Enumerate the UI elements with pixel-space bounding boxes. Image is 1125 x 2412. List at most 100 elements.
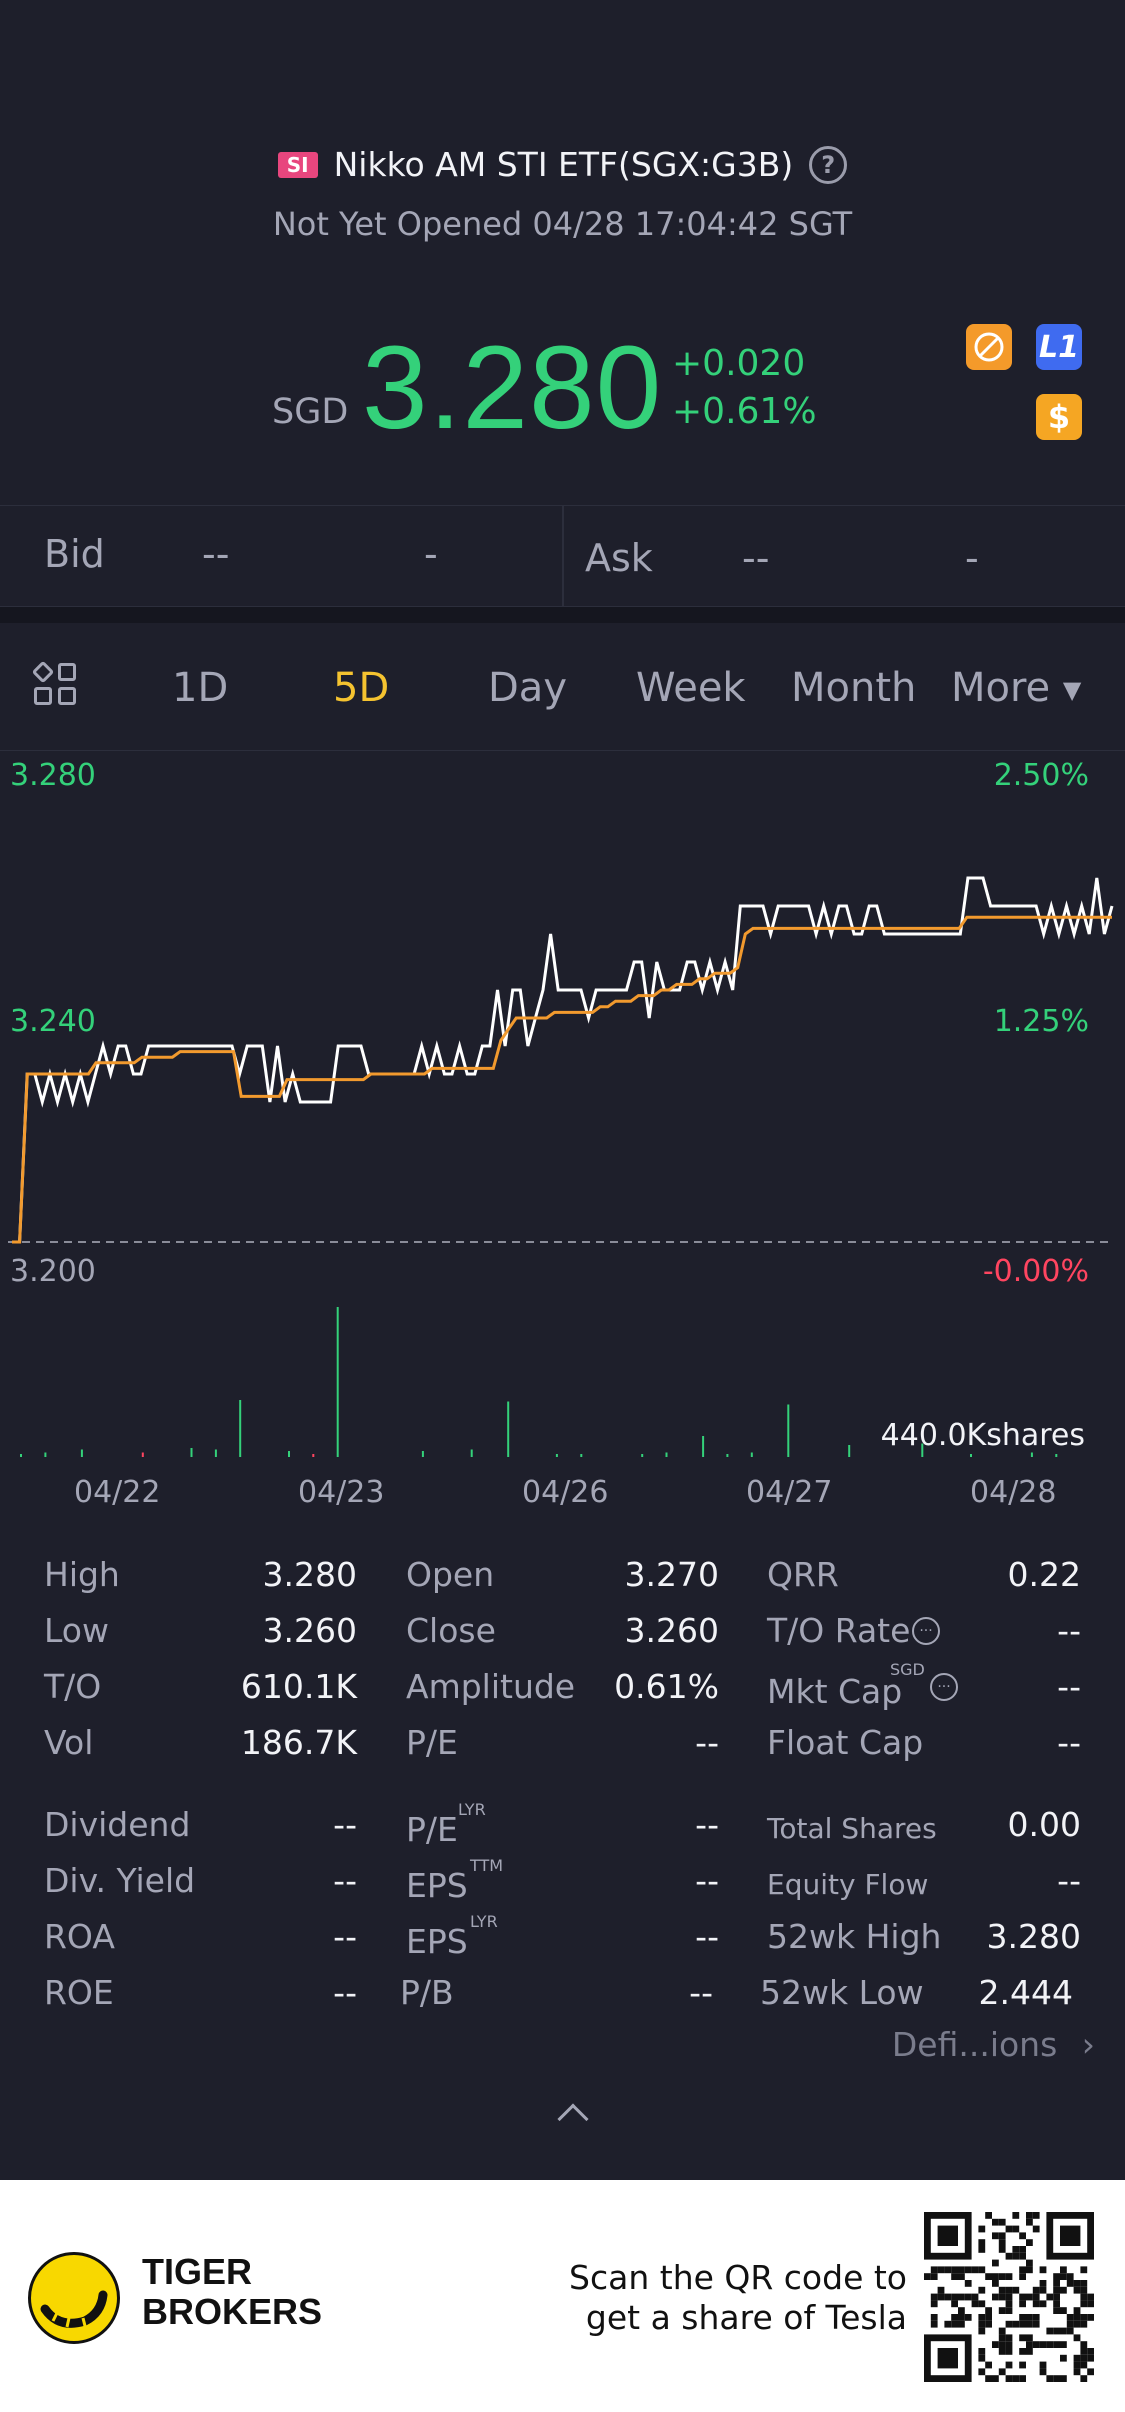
definitions-link[interactable]: Defi...ions › (892, 2025, 1095, 2064)
price-change-pct: +0.61% (672, 391, 817, 432)
stat-pe-lyr-value: -- (695, 1805, 719, 1844)
chevron-right-icon: › (1081, 2025, 1095, 2064)
price-currency: SGD (272, 392, 349, 432)
stat-mktcap-label: Mkt Cap (767, 1672, 903, 1711)
price-change: +0.020 (672, 343, 806, 384)
volume-bar (848, 1445, 851, 1457)
stat-amplitude-value: 0.61% (614, 1667, 719, 1706)
stat-pb-label: P/B (400, 1973, 454, 2012)
volume-bar (1030, 1452, 1033, 1457)
stat-pb-value: -- (689, 1973, 713, 2012)
stat-mktcap-sup: SGD (890, 1660, 925, 1679)
bid-size: - (424, 532, 438, 576)
brand-line-1: TIGER (142, 2251, 253, 2292)
stat-eps-lyr-label: EPS (406, 1922, 468, 1961)
definitions-label: Defi...ions (891, 2025, 1058, 2064)
ask-price: -- (742, 536, 770, 580)
stat-eps-ttm-value: -- (695, 1861, 719, 1900)
volume-bars (20, 1307, 1058, 1457)
chevron-up-icon[interactable] (557, 2103, 589, 2135)
stat-mktcap-value: -- (1057, 1667, 1081, 1706)
caret-down-icon: ▼ (1062, 676, 1082, 704)
tab-more[interactable]: More ▼ (951, 665, 1081, 711)
stat-pe-lyr-label: P/E (406, 1810, 458, 1849)
stat-floatcap-value: -- (1057, 1723, 1081, 1762)
bid-label: Bid (44, 532, 105, 576)
avg-price-line (12, 915, 1112, 1244)
stat-vol-label: Vol (44, 1723, 94, 1762)
dollar-icon[interactable]: $ (1036, 394, 1082, 440)
x-label-0426: 04/26 (522, 1475, 609, 1510)
stat-torate-value: -- (1057, 1611, 1081, 1650)
stat-roa-value: -- (333, 1917, 357, 1956)
qr-code-icon[interactable] (924, 2212, 1094, 2382)
chart-layout-icon[interactable] (31, 660, 78, 707)
brand-name: TIGER BROKERS (142, 2252, 322, 2332)
volume-bar (555, 1454, 558, 1457)
stat-totalshares-label: Total Shares (767, 1812, 937, 1845)
torate-info-icon[interactable]: ··· (912, 1617, 940, 1645)
ask-label: Ask (585, 536, 653, 580)
stat-eps-lyr-value: -- (695, 1917, 719, 1956)
level1-icon[interactable]: L1 (1036, 324, 1082, 370)
bid-price: -- (202, 532, 230, 576)
stat-low-label: Low (44, 1611, 109, 1650)
bid-ask-bar: Bid -- - Ask -- - (0, 505, 1125, 607)
stat-floatcap-label: Float Cap (767, 1723, 924, 1762)
volume-bar (580, 1454, 583, 1457)
volume-bar (421, 1451, 424, 1457)
volume-bar (44, 1452, 47, 1457)
price-chart[interactable] (0, 752, 1125, 1472)
stat-52wklow-label: 52wk Low (760, 1973, 924, 2012)
exchange-badge: SI (277, 151, 318, 178)
stat-dividend-label: Dividend (44, 1805, 191, 1844)
tab-more-label: More (951, 665, 1051, 711)
x-label-0423: 04/23 (298, 1475, 385, 1510)
promo-line-1: Scan the QR code to (569, 2258, 907, 2297)
stat-torate-label: T/O Rate (767, 1611, 911, 1650)
stat-roa-label: ROA (44, 1917, 115, 1956)
stat-open-label: Open (406, 1555, 495, 1594)
stat-qrr-value: 0.22 (1007, 1555, 1081, 1594)
volume-bar (80, 1449, 83, 1457)
stat-eps-ttm-label: EPS (406, 1866, 468, 1905)
tab-1d[interactable]: 1D (172, 665, 229, 711)
x-label-0428: 04/28 (970, 1475, 1057, 1510)
stat-high-value: 3.280 (262, 1555, 357, 1594)
x-label-0427: 04/27 (746, 1475, 833, 1510)
period-tabs: 1D 5D Day Week Month More ▼ (0, 623, 1125, 751)
volume-bar (702, 1436, 705, 1457)
stat-52wklow-value: 2.444 (978, 1973, 1073, 2012)
stat-close-value: 3.260 (624, 1611, 719, 1650)
tiger-logo-icon (28, 2252, 120, 2344)
tab-week[interactable]: Week (636, 665, 746, 711)
tab-day[interactable]: Day (488, 665, 567, 711)
volume-bar (921, 1443, 924, 1457)
ask-size: - (965, 536, 979, 580)
tab-month[interactable]: Month (791, 665, 917, 711)
stock-title: Nikko AM STI ETF(SGX:G3B) (333, 145, 794, 184)
stat-qrr-label: QRR (767, 1555, 839, 1594)
volume-bar (750, 1452, 753, 1457)
section-separator (0, 607, 1125, 623)
help-icon[interactable]: ? (809, 145, 848, 184)
volume-bar (190, 1448, 193, 1457)
stat-to-label: T/O (44, 1667, 102, 1706)
volume-bar (1055, 1454, 1058, 1457)
stat-eps-lyr-sup: LYR (470, 1912, 498, 1931)
stat-totalshares-value: 0.00 (1007, 1805, 1081, 1844)
tab-5d[interactable]: 5D (333, 665, 390, 711)
stat-divyield-label: Div. Yield (44, 1861, 196, 1900)
volume-bar (20, 1454, 22, 1457)
no-short-icon[interactable] (966, 324, 1012, 370)
market-status: Not Yet Opened 04/28 17:04:42 SGT (272, 205, 853, 243)
volume-bar (214, 1449, 217, 1457)
promo-footer: TIGER BROKERS Scan the QR code to get a … (0, 2180, 1125, 2412)
volume-bar (665, 1452, 668, 1457)
volume-bar (239, 1400, 242, 1457)
volume-bar (970, 1454, 972, 1457)
mktcap-info-icon[interactable]: ··· (930, 1673, 958, 1701)
stat-roe-value: -- (333, 1973, 357, 2012)
volume-bar (726, 1454, 729, 1457)
price-change-block: +0.020 +0.61% (672, 340, 817, 436)
